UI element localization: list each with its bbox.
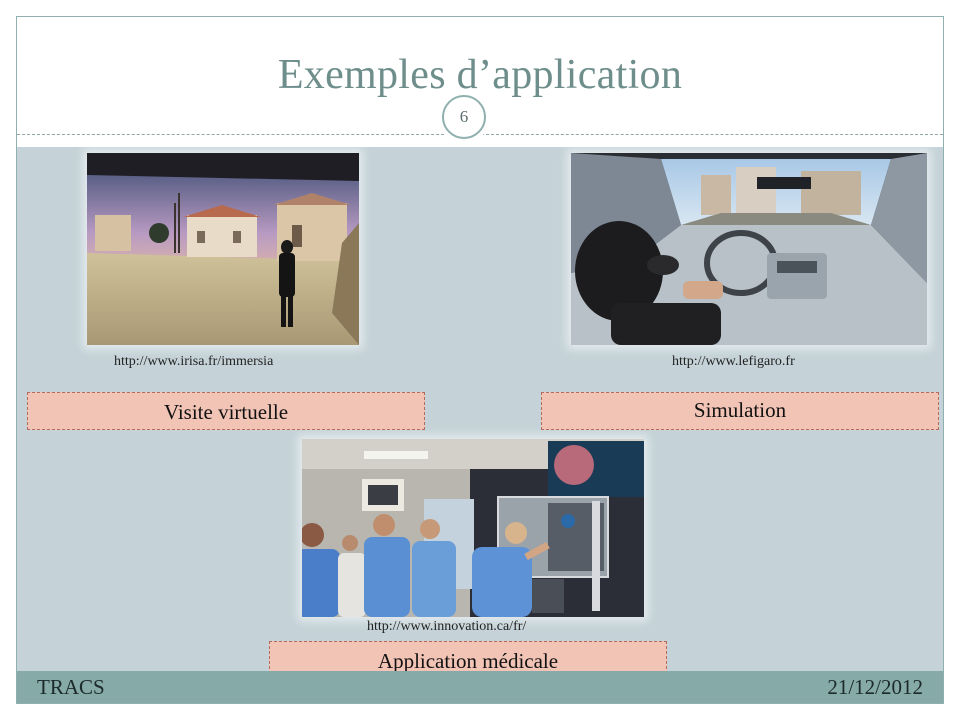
source-caption-3: http://www.innovation.ca/fr/ — [367, 619, 527, 634]
virtual-visit-photo — [87, 153, 359, 345]
label-virtual-visit: Visite virtuelle — [27, 392, 425, 430]
medical-application-photo — [302, 439, 644, 617]
slide-title: Exemples d’application — [277, 52, 683, 98]
footer-bar: TRACS 21/12/2012 — [17, 671, 943, 703]
footer-date: 21/12/2012 — [827, 675, 923, 699]
source-caption-1: http://www.irisa.fr/immersia — [114, 354, 274, 369]
title-divider — [17, 134, 943, 135]
footer-left-text: TRACS — [37, 675, 105, 699]
source-caption-2: http://www.lefigaro.fr — [672, 354, 795, 369]
content-area: http://www.irisa.fr/immersia http://www.… — [17, 147, 943, 679]
slide-frame: Exemples d’application — [16, 16, 944, 704]
slide-number-badge: 6 — [442, 95, 486, 139]
simulation-photo — [571, 153, 927, 345]
label-simulation: Simulation — [541, 392, 939, 430]
